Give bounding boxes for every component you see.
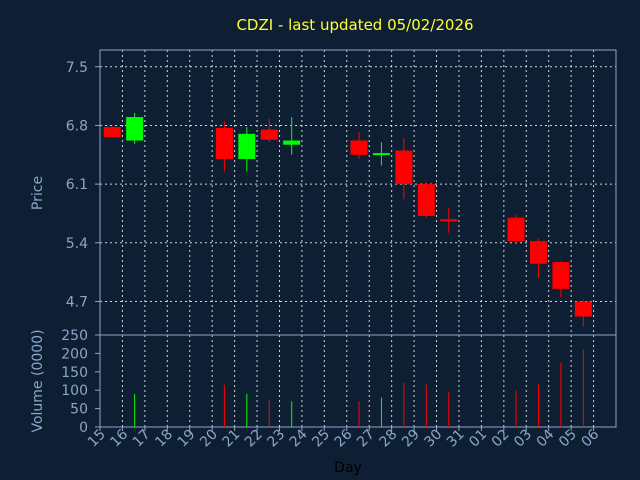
x-tick-label: 24 xyxy=(287,426,311,450)
candle-body xyxy=(126,117,144,141)
price-tick-label: 6.8 xyxy=(66,118,88,134)
volume-tick-label: 150 xyxy=(61,365,88,381)
x-tick-label: 06 xyxy=(578,426,602,450)
x-tick-label: 19 xyxy=(175,427,199,451)
candle-body xyxy=(552,262,570,289)
chart-title: CDZI - last updated 05/02/2026 xyxy=(236,16,473,34)
x-tick-label: 27 xyxy=(354,427,378,451)
x-tick-label: 20 xyxy=(197,427,221,451)
price-axis-label: Price xyxy=(30,176,46,210)
x-tick-label: 05 xyxy=(556,427,580,451)
x-axis-label: Day xyxy=(334,460,362,476)
candle-body xyxy=(283,140,301,145)
x-tick-label: 17 xyxy=(130,427,154,451)
x-tick-label: 29 xyxy=(399,427,423,451)
candle-body xyxy=(215,127,233,159)
candle-body xyxy=(238,133,256,159)
volume-panel: 250 200 150 100 50 0 xyxy=(61,328,617,436)
x-tick-label: 02 xyxy=(489,427,513,451)
x-tick-label: 04 xyxy=(534,426,558,450)
x-tick-label: 22 xyxy=(242,427,266,451)
x-tick-label: 16 xyxy=(107,426,131,450)
price-tick-label: 6.1 xyxy=(66,177,88,193)
x-tick-label: 31 xyxy=(444,427,468,451)
price-tick-label: 7.5 xyxy=(66,60,88,76)
candle-body xyxy=(417,184,435,216)
candle-body xyxy=(574,301,592,317)
price-panel: 7.5 6.8 6.1 5.4 4.7 xyxy=(66,49,617,336)
x-tick-label: 01 xyxy=(466,427,490,451)
candle-body xyxy=(440,219,458,222)
candle-body xyxy=(507,217,525,242)
x-tick-label: 25 xyxy=(309,427,333,451)
volume-tick-label: 50 xyxy=(70,402,88,418)
volume-tick-label: 250 xyxy=(61,328,88,344)
price-tick-label: 5.4 xyxy=(66,236,88,252)
price-tick-label: 4.7 xyxy=(66,294,88,310)
candle-body xyxy=(529,241,547,264)
candle-body xyxy=(350,140,368,155)
volume-tick-label: 100 xyxy=(61,383,88,399)
candle-body xyxy=(260,129,278,140)
volume-tick-label: 0 xyxy=(79,420,88,436)
x-tick-label: 23 xyxy=(264,427,288,451)
candle-body xyxy=(395,150,413,185)
candle-body xyxy=(372,153,390,156)
x-tick-label: 03 xyxy=(511,427,535,451)
price-plot-frame xyxy=(99,49,617,336)
x-tick-label: 15 xyxy=(85,427,109,451)
x-tick-label: 18 xyxy=(152,427,176,451)
volume-plot-frame xyxy=(99,334,617,428)
x-tick-label: 26 xyxy=(332,426,356,450)
volume-tick-label: 200 xyxy=(61,346,88,362)
x-tick-label: 21 xyxy=(220,427,244,451)
candle-body xyxy=(103,127,121,138)
x-tick-label: 30 xyxy=(421,427,445,451)
x-tick-label: 28 xyxy=(377,427,401,451)
volume-axis-label: Volume (0000) xyxy=(30,329,46,432)
